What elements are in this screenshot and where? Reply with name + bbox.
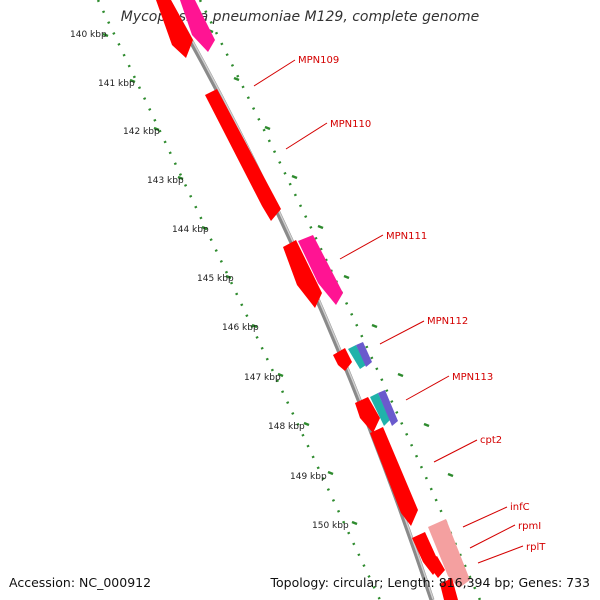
gene-labels: MPN109 MPN110 MPN111 MPN112 MPN113 cpt2 … (298, 55, 546, 553)
gene-label: MPN109 (298, 55, 339, 66)
inner-dotted-ruler (198, 0, 482, 600)
gene-arrow-cpt2 (370, 427, 418, 526)
ruler-labels: 140 kbp 141 kbp 142 kbp 143 kbp 144 kbp … (70, 30, 349, 531)
gene-arrow-mpn113-purple (378, 390, 398, 426)
ruler-label: 146 kbp (222, 323, 259, 333)
ruler-label: 148 kbp (268, 422, 305, 432)
ruler-label: 144 kbp (172, 225, 209, 235)
gene-arrow-rplt (426, 556, 445, 578)
gene-arrow-rpmi (428, 519, 470, 588)
ruler-label: 140 kbp (70, 30, 107, 40)
gene-label: rpmI (518, 521, 541, 532)
gene-leaders (253, 59, 524, 564)
gene-label: MPN113 (452, 372, 493, 383)
gene-arrow-mpn110 (205, 89, 281, 221)
gene-arrow-mpn113-blue (370, 393, 390, 426)
gene-label: MPN110 (330, 119, 371, 130)
gene-arrow-mpn111-right (298, 235, 343, 305)
genome-backbone-highlight (168, 0, 434, 600)
map-title: Mycoplasma pneumoniae M129, complete gen… (120, 9, 480, 25)
gene-arrow-mpn111-left (283, 240, 322, 308)
ruler-label: 150 kbp (312, 521, 349, 531)
inner-ruler-ticks (207, 28, 454, 478)
accession-text: Accession: NC_000912 (9, 575, 152, 590)
gene-label: MPN111 (386, 231, 427, 242)
gene-label: rplT (526, 542, 546, 553)
gene-label: cpt2 (480, 435, 502, 446)
gene-arrow-bottom (440, 578, 458, 600)
genome-summary: Topology: circular; Length: 816,394 bp; … (270, 575, 591, 590)
gene-label: MPN112 (427, 316, 468, 327)
gene-arrow-mpn112-blue (348, 345, 366, 369)
gene-label: infC (510, 502, 530, 513)
ruler-label: 141 kbp (98, 79, 135, 89)
gene-arrow-mpn112 (333, 348, 352, 371)
gene-arrow-mpn113 (355, 397, 380, 433)
ruler-label: 142 kbp (123, 127, 160, 137)
genome-backbone (165, 0, 435, 600)
ruler-label: 143 kbp (147, 176, 184, 186)
gene-arrow (180, 0, 215, 52)
ruler-label: 149 kbp (290, 472, 327, 482)
gene-features (156, 0, 470, 600)
gene-arrow (156, 0, 193, 58)
ruler-label: 147 kbp (244, 373, 281, 383)
gene-arrow-mpn112-purple (356, 342, 372, 367)
ruler-ticks (102, 32, 358, 526)
ruler-label: 145 kbp (197, 274, 234, 284)
